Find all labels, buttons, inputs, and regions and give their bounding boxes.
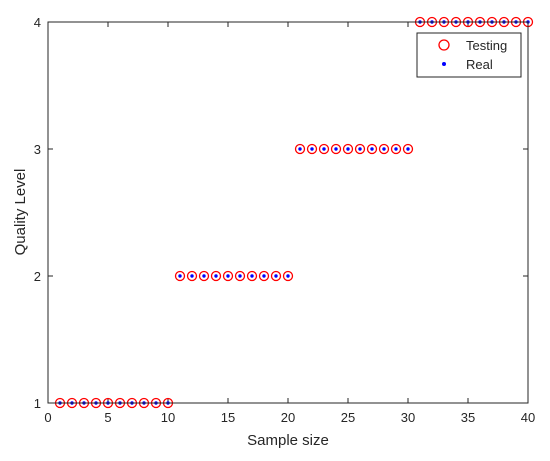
real-point <box>358 147 362 151</box>
testing-point <box>210 270 222 282</box>
real-point <box>238 274 242 278</box>
x-tick-label: 15 <box>221 410 235 425</box>
testing-point <box>330 143 342 155</box>
x-tick-label: 30 <box>401 410 415 425</box>
tick-labels: 0 5 10 15 20 25 30 35 40 1 2 3 4 <box>34 15 535 425</box>
testing-point <box>366 143 378 155</box>
testing-point <box>378 143 390 155</box>
testing-point <box>282 270 294 282</box>
real-point <box>190 274 194 278</box>
testing-point <box>186 270 198 282</box>
x-tick-label: 0 <box>44 410 51 425</box>
x-tick-label: 10 <box>161 410 175 425</box>
testing-point <box>306 143 318 155</box>
testing-point <box>222 270 234 282</box>
x-tick-label: 5 <box>104 410 111 425</box>
testing-point <box>234 270 246 282</box>
x-tick-label: 35 <box>461 410 475 425</box>
legend: Testing Real <box>416 32 522 78</box>
legend-testing-label: Testing <box>466 38 507 53</box>
testing-point <box>402 143 414 155</box>
testing-point <box>246 270 258 282</box>
testing-point <box>270 270 282 282</box>
real-point <box>214 274 218 278</box>
testing-point <box>258 270 270 282</box>
real-point <box>202 274 206 278</box>
testing-point <box>354 143 366 155</box>
plot-area <box>48 22 528 403</box>
real-point <box>250 274 254 278</box>
real-point <box>310 147 314 151</box>
real-point <box>406 147 410 151</box>
x-axis-label: Sample size <box>247 432 329 449</box>
real-point <box>394 147 398 151</box>
y-tick-label: 4 <box>34 15 41 30</box>
data-marks <box>54 16 534 409</box>
legend-real-label: Real <box>466 57 493 72</box>
y-tick-label: 1 <box>34 396 41 411</box>
real-point <box>178 274 182 278</box>
real-point <box>286 274 290 278</box>
testing-point <box>174 270 186 282</box>
legend-box <box>416 32 522 78</box>
real-point <box>346 147 350 151</box>
real-point <box>370 147 374 151</box>
testing-point <box>198 270 210 282</box>
real-point <box>226 274 230 278</box>
legend-real-marker <box>442 62 446 66</box>
y-tick-label: 2 <box>34 269 41 284</box>
real-point <box>274 274 278 278</box>
testing-point <box>342 143 354 155</box>
testing-point <box>294 143 306 155</box>
real-point <box>298 147 302 151</box>
real-point <box>322 147 326 151</box>
testing-point <box>390 143 402 155</box>
y-axis-label: Quality Level <box>12 169 29 256</box>
testing-point <box>318 143 330 155</box>
plot-frame <box>47 21 529 404</box>
legend-testing-marker <box>438 39 450 51</box>
real-point <box>262 274 266 278</box>
real-point <box>334 147 338 151</box>
x-tick-label: 40 <box>521 410 535 425</box>
y-tick-label: 3 <box>34 142 41 157</box>
x-tick-label: 20 <box>281 410 295 425</box>
x-tick-label: 25 <box>341 410 355 425</box>
real-point <box>382 147 386 151</box>
